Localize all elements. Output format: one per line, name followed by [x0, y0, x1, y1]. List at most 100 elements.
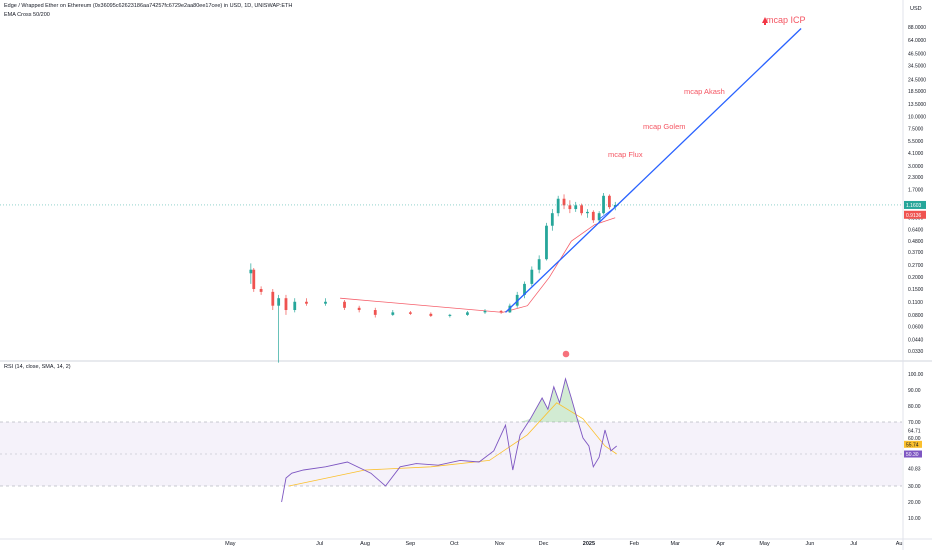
- price-tick-label: 3.0000: [908, 164, 924, 170]
- candle-body: [305, 301, 308, 304]
- rsi-tick-label: 80.00: [908, 404, 921, 410]
- candle-body: [523, 283, 526, 295]
- time-axis-label: Aug: [360, 541, 370, 547]
- candle-body: [429, 313, 433, 316]
- price-tick-label: 0.0600: [908, 325, 924, 331]
- arrow-up-icon-stem: [764, 23, 766, 25]
- rsi-sma-badge: [904, 440, 922, 448]
- candle-body: [568, 205, 572, 210]
- indicator-rsi-label[interactable]: RSI (14, close, SMA, 14, 2): [4, 364, 71, 370]
- candle-body: [580, 205, 583, 214]
- time-axis-label: Mar: [671, 541, 681, 547]
- annotation-label: mcap Golem: [643, 122, 686, 131]
- candle-body: [466, 312, 469, 315]
- price-tick-label: 13.5000: [908, 102, 926, 108]
- annotation-label: mcap Flux: [608, 150, 643, 159]
- price-tick-label: 88.0000: [908, 25, 926, 31]
- price-tick-label: 18.5000: [908, 89, 926, 95]
- price-tick-label: 24.5000: [908, 78, 926, 84]
- candle-body: [597, 213, 601, 221]
- candle-body: [373, 310, 377, 315]
- time-axis-label: Au: [896, 541, 903, 547]
- candle-body: [545, 225, 548, 260]
- candle-body: [550, 213, 554, 226]
- time-axis-label: Oct: [450, 541, 459, 547]
- current-price-label: 1.1603: [906, 203, 922, 209]
- time-axis-label: May: [225, 541, 236, 547]
- event-flag-icon: [562, 350, 570, 358]
- candle-body: [252, 269, 256, 290]
- time-axis-label: Jul: [850, 541, 857, 547]
- currency-label: USD: [910, 6, 922, 12]
- time-axis-label: Sep: [405, 541, 415, 547]
- rsi-tick-label: 10.00: [908, 516, 921, 522]
- rsi-value: 50.30: [906, 452, 919, 458]
- candle-body: [259, 289, 263, 292]
- price-tick-label: 0.1100: [908, 300, 923, 306]
- time-axis-label: May: [759, 541, 770, 547]
- rsi-tick-label: 30.00: [908, 484, 921, 490]
- candle-body: [483, 310, 487, 313]
- candle-body: [562, 198, 566, 206]
- secondary-price-label: 0.9136: [906, 213, 922, 219]
- indicator-ema-label[interactable]: EMA Cross 50/200: [4, 12, 50, 18]
- candle-body: [293, 301, 297, 311]
- time-axis-label: Apr: [716, 541, 725, 547]
- price-tick-label: 34.5000: [908, 64, 926, 70]
- price-tick-label: 2.3000: [908, 175, 924, 181]
- price-tick-label: 46.5000: [908, 51, 926, 57]
- rsi-sma-line: [288, 402, 617, 487]
- time-axis-label: Jun: [805, 541, 814, 547]
- rsi-tick-label: 70.00: [908, 420, 921, 426]
- price-tick-label: 0.3700: [908, 250, 924, 256]
- symbol-title[interactable]: Edge / Wrapped Ether on Ethereum (0x3609…: [4, 3, 293, 9]
- price-tick-label: 5.5000: [908, 139, 924, 145]
- candle-body: [591, 211, 595, 221]
- candle-body: [537, 259, 541, 270]
- rsi-sma-value: 55.74: [906, 442, 919, 448]
- candle-body: [574, 205, 578, 210]
- price-tick-label: 64.0000: [908, 38, 926, 44]
- time-axis-label: Dec: [539, 541, 549, 547]
- price-tick-label: 0.2700: [908, 263, 924, 269]
- trendline: [505, 28, 802, 313]
- current-price-badge: [904, 200, 926, 209]
- price-tick-label: 0.6400: [908, 227, 924, 233]
- rsi-overbought-fill: [281, 378, 617, 422]
- price-tick-label: 10.0000: [908, 114, 926, 120]
- candle-body: [556, 198, 560, 214]
- rsi-tick-label: 100.00: [908, 372, 924, 378]
- annotation-label: mcap ICP: [766, 15, 806, 25]
- rsi-tick-label: 20.00: [908, 500, 921, 506]
- rsi-tick-label: 64.71: [908, 428, 921, 434]
- candle-body: [343, 301, 346, 308]
- time-axis-label: Feb: [630, 541, 639, 547]
- price-tick-label: 0.0330: [908, 349, 924, 355]
- candle-body: [271, 291, 275, 306]
- candle-body: [530, 269, 534, 284]
- rsi-tick-label: 90.00: [908, 388, 921, 394]
- price-tick-label: 4.1000: [908, 151, 924, 157]
- candle-body: [602, 195, 605, 214]
- rsi-tick-label: 40.83: [908, 467, 921, 473]
- price-tick-label: 0.4800: [908, 239, 924, 245]
- candle-body: [408, 312, 412, 314]
- candle-body: [277, 298, 281, 306]
- time-axis-label: 2025: [583, 541, 595, 547]
- candle-body: [448, 314, 452, 316]
- candle-body: [284, 298, 288, 311]
- annotation-label: mcap Akash: [684, 87, 725, 96]
- ema-line: [340, 217, 616, 313]
- candle-body: [357, 307, 361, 311]
- price-tick-label: 7.5000: [908, 126, 924, 132]
- rsi-value-badge: [904, 450, 922, 458]
- arrow-up-icon: [762, 17, 768, 23]
- candle-body: [607, 195, 611, 208]
- price-tick-label: 0.2000: [908, 275, 924, 281]
- price-tick-label: 0.0440: [908, 337, 924, 343]
- time-axis-label: Jul: [316, 541, 323, 547]
- price-tick-label: 1.7000: [908, 187, 924, 193]
- candle-body: [586, 211, 589, 214]
